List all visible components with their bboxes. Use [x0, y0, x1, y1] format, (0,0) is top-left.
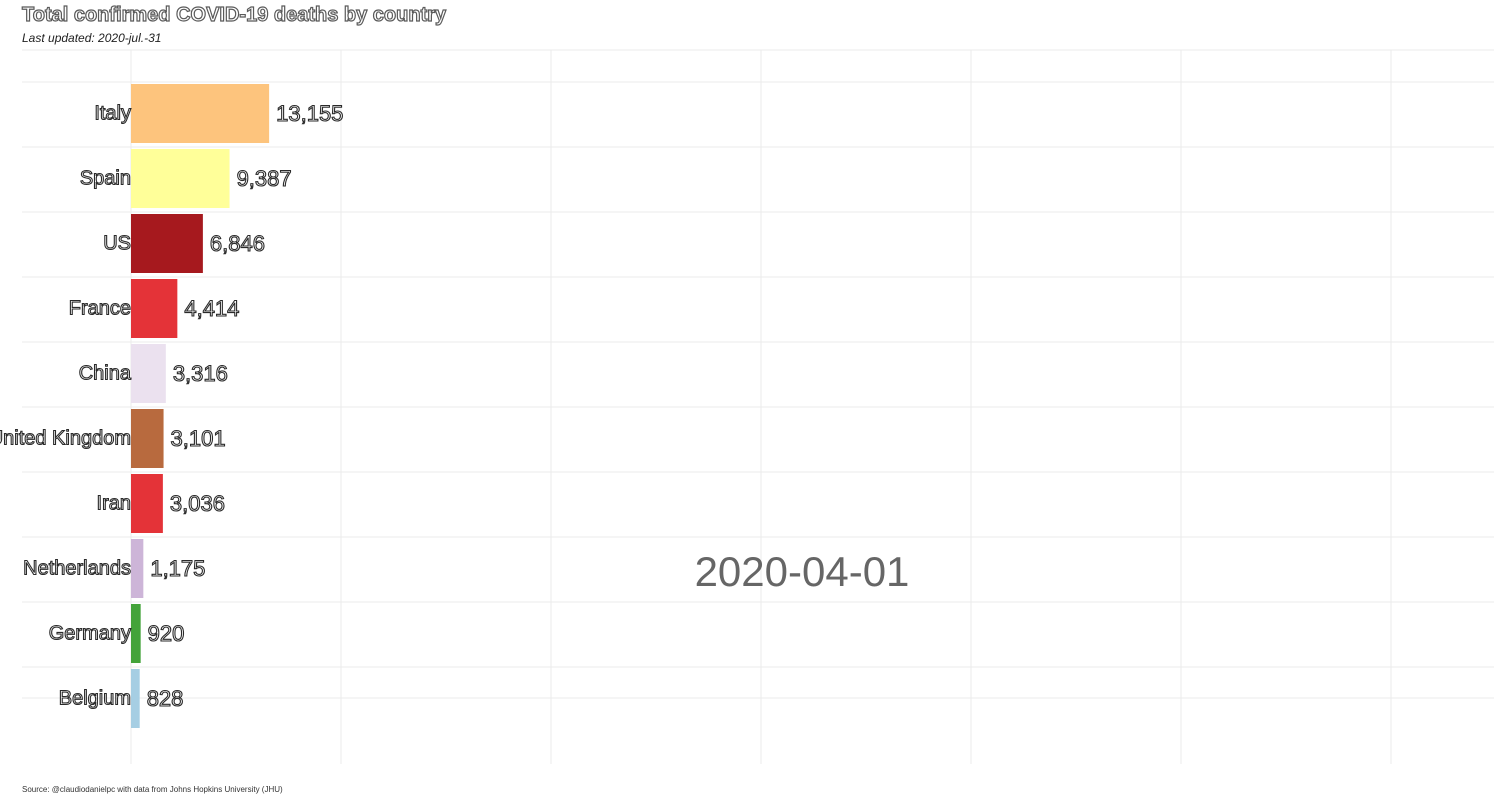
- value-label: 3,316: [173, 361, 228, 386]
- grid: [22, 49, 1494, 764]
- labels: Italy 13,155 Spain 9,387 US 6,846 France 4,414 C…: [0, 100, 344, 711]
- value-label: 3,036: [170, 491, 225, 516]
- chart-subtitle: Last updated: 2020-jul.-31: [22, 31, 162, 45]
- category-label: Iran: [97, 493, 131, 515]
- bar-netherlands: [131, 539, 144, 598]
- value-label: 13,155: [276, 101, 343, 126]
- category-label: Germany: [49, 623, 131, 645]
- bar-us: [131, 214, 203, 273]
- category-label: China: [79, 363, 132, 385]
- category-label: Belgium: [59, 688, 131, 710]
- bar-belgium: [131, 669, 140, 728]
- category-label: Netherlands: [23, 558, 131, 580]
- bar-iran: [131, 474, 163, 533]
- category-label: United Kingdom: [0, 428, 131, 450]
- chart-title: Total confirmed COVID-19 deaths by count…: [21, 3, 447, 26]
- category-label: Spain: [80, 168, 131, 190]
- bar-italy: [131, 84, 270, 143]
- bar-spain: [131, 149, 230, 208]
- date-label: 2020-04-01: [695, 548, 910, 595]
- category-label: Italy: [94, 103, 131, 125]
- value-label: 3,101: [171, 426, 226, 451]
- value-label: 6,846: [210, 231, 265, 256]
- bar-china: [131, 344, 166, 403]
- value-label: 4,414: [184, 296, 239, 321]
- value-label: 920: [148, 621, 185, 646]
- value-label: 9,387: [237, 166, 292, 191]
- date-label-layer: 2020-04-01: [695, 548, 910, 595]
- category-label: US: [103, 233, 131, 255]
- bar-germany: [131, 604, 141, 663]
- bar-united-kingdom: [131, 409, 164, 468]
- bar-france: [131, 279, 178, 338]
- category-label: France: [69, 298, 131, 320]
- chart-caption: Source: @claudiodanielpc with data from …: [22, 785, 283, 794]
- value-label: 828: [147, 686, 184, 711]
- value-label: 1,175: [150, 556, 205, 581]
- bars: [131, 84, 270, 728]
